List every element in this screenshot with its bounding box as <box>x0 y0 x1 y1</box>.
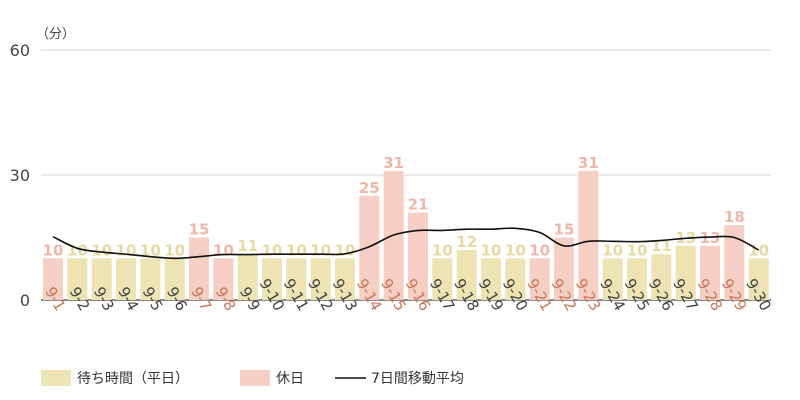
bar-value-label-9-26: 11 <box>651 237 672 255</box>
x-tick-label-9-24: 9-24 <box>596 276 629 314</box>
bar-value-label-9-6: 10 <box>164 241 185 259</box>
x-tick-label-9-16: 9-16 <box>402 276 435 314</box>
bar-value-label-9-14: 25 <box>359 179 380 197</box>
bar-value-label-9-29: 18 <box>724 208 745 226</box>
x-tick-label-9-11: 9-11 <box>280 276 313 314</box>
bar-9-9 <box>237 254 258 300</box>
bar-9-23 <box>578 170 599 300</box>
grid-lines <box>41 49 771 301</box>
bar-value-label-9-30: 10 <box>748 241 769 259</box>
bar-value-label-9-7: 15 <box>189 221 210 239</box>
x-tick-label-9-10: 9-10 <box>256 276 289 314</box>
y-tick-label-0: 0 <box>20 291 30 310</box>
x-tick-label-9-18: 9-18 <box>450 276 483 314</box>
bar-value-label-9-18: 12 <box>456 233 477 251</box>
bar-9-22 <box>554 237 574 300</box>
bars <box>43 170 769 300</box>
bar-value-label-9-5: 10 <box>140 241 161 259</box>
bar-value-label-9-15: 31 <box>383 154 404 172</box>
moving-average-line <box>52 227 760 260</box>
bar-value-label-9-20: 10 <box>505 241 526 259</box>
bar-9-14 <box>359 195 380 300</box>
x-tick-label-9-21: 9-21 <box>523 276 556 314</box>
x-tick-label-9-13: 9-13 <box>329 276 362 314</box>
x-tick-label-9-19: 9-19 <box>475 276 508 314</box>
bar-9-25 <box>627 258 647 300</box>
bar-9-30 <box>748 258 769 300</box>
x-tick-label-9-14: 9-14 <box>353 276 386 314</box>
bar-9-4 <box>116 258 136 300</box>
x-tick-label-9-15: 9-15 <box>377 276 410 314</box>
bar-value-label-9-8: 10 <box>213 241 234 259</box>
bar-9-29 <box>724 225 745 300</box>
legend-label-holiday: 休日 <box>276 371 304 387</box>
bar-value-label-9-25: 10 <box>627 241 648 259</box>
bar-value-label-9-10: 10 <box>262 241 283 259</box>
bar-9-16 <box>408 212 428 300</box>
legend: 待ち時間（平日） 休日 7日間移動平均 <box>41 370 464 387</box>
legend-label-moving-average: 7日間移動平均 <box>371 371 464 387</box>
bar-9-3 <box>91 258 112 300</box>
x-tick-label-9-17: 9-17 <box>426 276 459 314</box>
bar-value-label-9-22: 15 <box>554 221 575 239</box>
y-tick-label-60: 60 <box>10 41 30 60</box>
bar-9-6 <box>164 258 185 300</box>
bar-value-label-9-11: 10 <box>286 241 307 259</box>
x-tick-label-9-28: 9-28 <box>694 276 727 314</box>
bar-9-26 <box>651 254 672 300</box>
x-tick-label-9-30: 9-30 <box>742 276 775 314</box>
x-tick-label-9-22: 9-22 <box>548 276 581 314</box>
bar-9-12 <box>310 258 331 300</box>
bar-9-8 <box>213 258 234 300</box>
bar-9-21 <box>529 258 550 300</box>
bar-9-20 <box>505 258 526 300</box>
bar-9-5 <box>140 258 161 300</box>
bar-9-18 <box>456 250 477 300</box>
x-tick-label-9-26: 9-26 <box>645 276 678 314</box>
x-tick-label-9-27: 9-27 <box>669 276 702 314</box>
bar-value-label-9-1: 10 <box>43 241 64 259</box>
bar-value-label-9-4: 10 <box>116 241 137 259</box>
bar-9-17 <box>432 258 453 300</box>
bar-value-label-9-23: 31 <box>578 154 599 172</box>
x-tick-label-9-12: 9-12 <box>304 276 337 314</box>
bar-value-label-9-16: 21 <box>408 196 429 214</box>
bar-9-19 <box>481 258 501 300</box>
bar-9-7 <box>189 237 209 300</box>
y-unit-label: （分） <box>36 27 75 42</box>
legend-swatch-weekday <box>41 370 71 386</box>
bar-9-27 <box>675 245 696 300</box>
bar-value-label-9-9: 11 <box>237 237 258 255</box>
bar-value-label-9-3: 10 <box>91 241 112 259</box>
y-axis: 0 30 60 <box>10 41 30 310</box>
bar-value-label-9-17: 10 <box>432 241 453 259</box>
bar-value-label-9-13: 10 <box>335 241 356 259</box>
bar-9-28 <box>700 245 720 300</box>
bar-value-label-9-19: 10 <box>481 241 502 259</box>
legend-swatch-holiday <box>240 370 270 386</box>
y-tick-label-30: 30 <box>10 166 30 185</box>
x-tick-label-9-25: 9-25 <box>621 276 654 314</box>
bar-value-label-9-21: 10 <box>529 241 550 259</box>
x-tick-label-9-29: 9-29 <box>718 276 751 314</box>
x-tick-label-9-23: 9-23 <box>572 276 605 314</box>
bar-9-13 <box>335 258 355 300</box>
bar-9-11 <box>286 258 307 300</box>
bar-9-24 <box>602 258 623 300</box>
x-tick-label-9-20: 9-20 <box>499 276 532 314</box>
bar-value-label-9-12: 10 <box>310 241 331 259</box>
bar-9-1 <box>43 258 63 300</box>
bar-9-2 <box>67 258 88 300</box>
bar-value-label-9-24: 10 <box>602 241 623 259</box>
bar-9-10 <box>262 258 282 300</box>
legend-label-weekday: 待ち時間（平日） <box>77 371 189 387</box>
